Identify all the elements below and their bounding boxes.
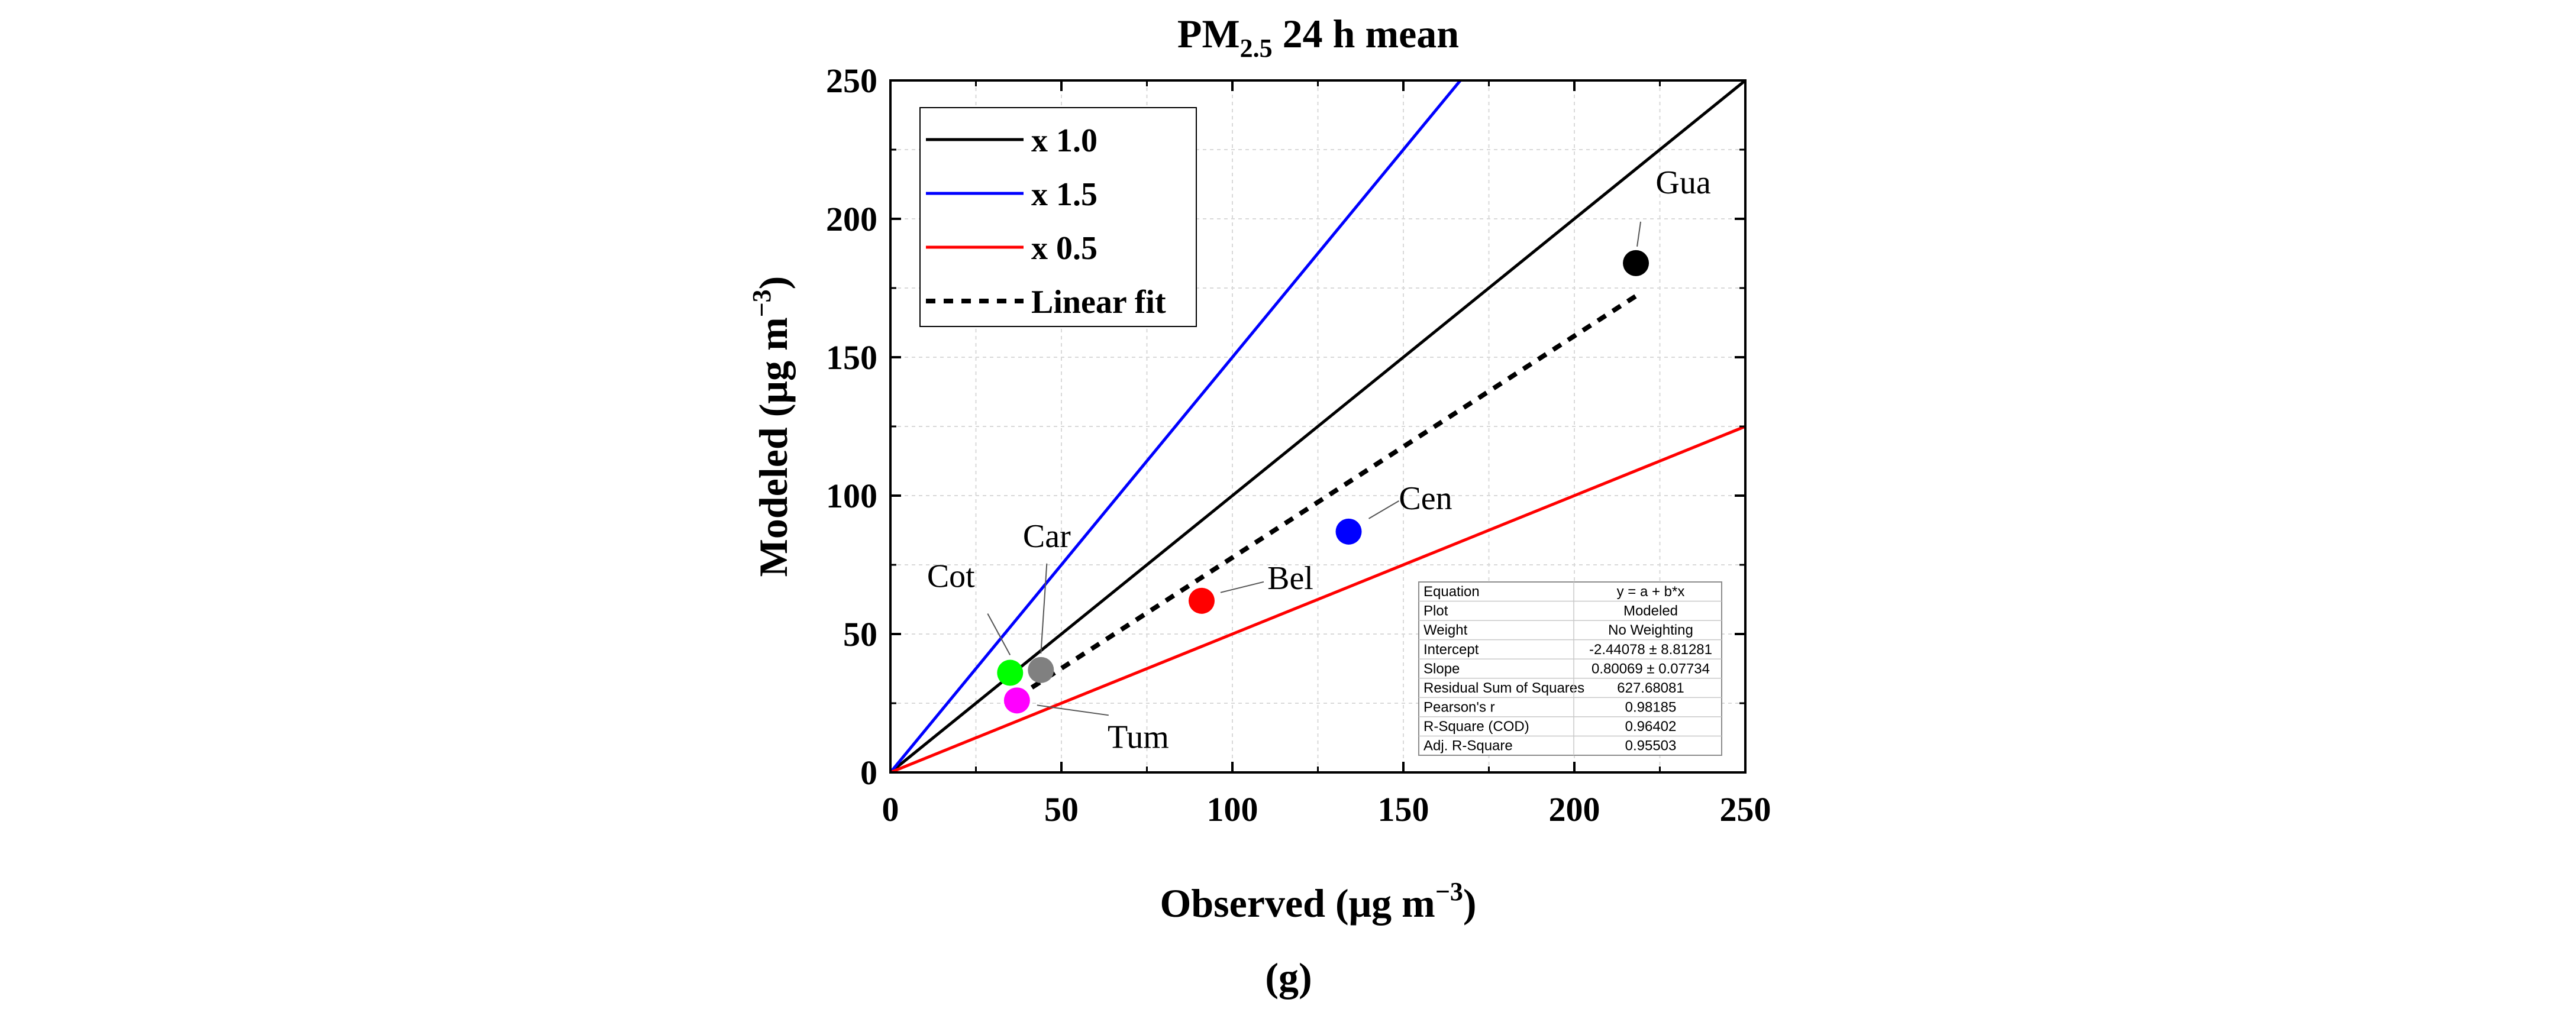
stats-key: Plot bbox=[1423, 603, 1448, 619]
stats-key: Adj. R-Square bbox=[1423, 738, 1513, 754]
fit-statistics-table: Equation y = a + b*x Plot Modeled Weight No W… bbox=[1418, 581, 1722, 756]
x-tick-label: 200 bbox=[1549, 790, 1600, 829]
stats-value: 627.68081 bbox=[1617, 680, 1684, 696]
x-tick-label: 250 bbox=[1720, 790, 1771, 829]
annotation-leader-gua bbox=[1636, 221, 1642, 247]
stats-value: 0.98185 bbox=[1625, 699, 1677, 715]
legend-item-linear-fit-label: Linear fit bbox=[1031, 284, 1166, 321]
point-annotations: Gua Cen Bel Cot Tum Car bbox=[927, 164, 1711, 755]
point-label-car: Car bbox=[1023, 518, 1071, 555]
point-label-cot: Cot bbox=[927, 558, 975, 595]
point-label-bel: Bel bbox=[1267, 560, 1313, 597]
axis-ticks bbox=[889, 79, 1747, 774]
stats-key: Slope bbox=[1423, 661, 1460, 677]
stats-key: Weight bbox=[1423, 622, 1468, 638]
y-tick-label: 150 bbox=[826, 338, 877, 377]
stats-table-frame bbox=[1418, 581, 1722, 756]
reference-lines bbox=[890, 80, 1745, 772]
legend-item-x1.5-label: x 1.5 bbox=[1031, 176, 1097, 213]
reference-line-x0.5 bbox=[890, 425, 1745, 772]
x-label-main: Observed (μg m bbox=[1160, 881, 1435, 926]
stats-table-rows: Equation y = a + b*x Plot Modeled Weight No W… bbox=[1419, 582, 1722, 755]
x-label-sup: −3 bbox=[1435, 877, 1463, 906]
data-point-cen bbox=[1335, 518, 1362, 545]
legend-items: x 1.0 x 1.5 x 0.5 Linear fit bbox=[926, 122, 1166, 321]
stats-value: y = a + b*x bbox=[1617, 584, 1685, 600]
data-points bbox=[997, 250, 1649, 714]
x-tick-label: 100 bbox=[1207, 790, 1258, 829]
point-label-cen: Cen bbox=[1399, 480, 1452, 517]
data-point-car bbox=[1028, 656, 1054, 683]
y-tick-label: 100 bbox=[826, 477, 877, 515]
y-tick-label: 200 bbox=[826, 200, 877, 238]
y-tick-label: 0 bbox=[860, 753, 877, 792]
stats-key: Residual Sum of Squares bbox=[1423, 680, 1584, 696]
panel-label: (g) bbox=[1265, 955, 1312, 1000]
annotation-leader-cot bbox=[987, 613, 1011, 655]
x-tick-label: 0 bbox=[882, 790, 899, 829]
title-subscript: 2.5 bbox=[1240, 34, 1273, 63]
x-axis-label: Observed (μg m−3) bbox=[1160, 877, 1476, 926]
data-point-gua bbox=[1623, 250, 1649, 276]
y-tick-label: 50 bbox=[843, 615, 877, 654]
stats-key: Intercept bbox=[1423, 642, 1479, 658]
stats-key: Pearson's r bbox=[1423, 699, 1495, 715]
stats-value: No Weighting bbox=[1608, 622, 1693, 638]
x-tick-label: 150 bbox=[1378, 790, 1429, 829]
stats-key: Equation bbox=[1423, 584, 1480, 600]
reference-line-x1 bbox=[890, 80, 1745, 772]
data-point-bel bbox=[1188, 587, 1215, 614]
legend-item-x1-label: x 1.0 bbox=[1031, 122, 1097, 159]
legend-box bbox=[919, 107, 1197, 327]
stats-value: 0.80069 ± 0.07734 bbox=[1592, 661, 1710, 677]
title-main: PM bbox=[1177, 11, 1240, 56]
stats-value: 0.95503 bbox=[1625, 738, 1677, 754]
annotation-leader-cen bbox=[1368, 500, 1400, 519]
y-tick-labels: 0 50 100 150 200 250 bbox=[826, 62, 877, 792]
stats-value: 0.96402 bbox=[1625, 719, 1677, 735]
annotation-leader-bel bbox=[1220, 581, 1264, 593]
y-tick-label: 250 bbox=[826, 62, 877, 100]
annotation-leader-car bbox=[1040, 563, 1048, 654]
stats-key: R-Square (COD) bbox=[1423, 719, 1529, 735]
x-tick-label: 50 bbox=[1044, 790, 1079, 829]
x-tick-labels: 0 50 100 150 200 250 bbox=[882, 790, 1771, 829]
y-label-close: ) bbox=[751, 276, 796, 290]
y-label-sup: −3 bbox=[747, 289, 776, 317]
x-label-close: ) bbox=[1463, 881, 1477, 926]
point-label-tum: Tum bbox=[1108, 719, 1169, 755]
point-label-gua: Gua bbox=[1655, 164, 1710, 201]
legend: x 1.0 x 1.5 x 0.5 Linear fit bbox=[919, 107, 1197, 327]
data-point-tum bbox=[1003, 687, 1030, 714]
stats-value: -2.44078 ± 8.81281 bbox=[1589, 642, 1712, 658]
y-label-main: Modeled (μg m bbox=[751, 317, 796, 577]
y-axis-label-group: Modeled (μg m−3) bbox=[747, 276, 796, 577]
reference-line-x1.5 bbox=[890, 80, 1463, 772]
stats-value: Modeled bbox=[1623, 603, 1678, 619]
title-rest: 24 h mean bbox=[1273, 11, 1459, 56]
annotation-leader-tum bbox=[1037, 704, 1109, 716]
chart-title: PM2.5 24 h mean bbox=[1177, 11, 1459, 63]
data-point-cot bbox=[997, 659, 1024, 686]
y-axis-label: Modeled (μg m−3) bbox=[747, 276, 796, 577]
legend-item-x0.5-label: x 0.5 bbox=[1031, 230, 1097, 267]
